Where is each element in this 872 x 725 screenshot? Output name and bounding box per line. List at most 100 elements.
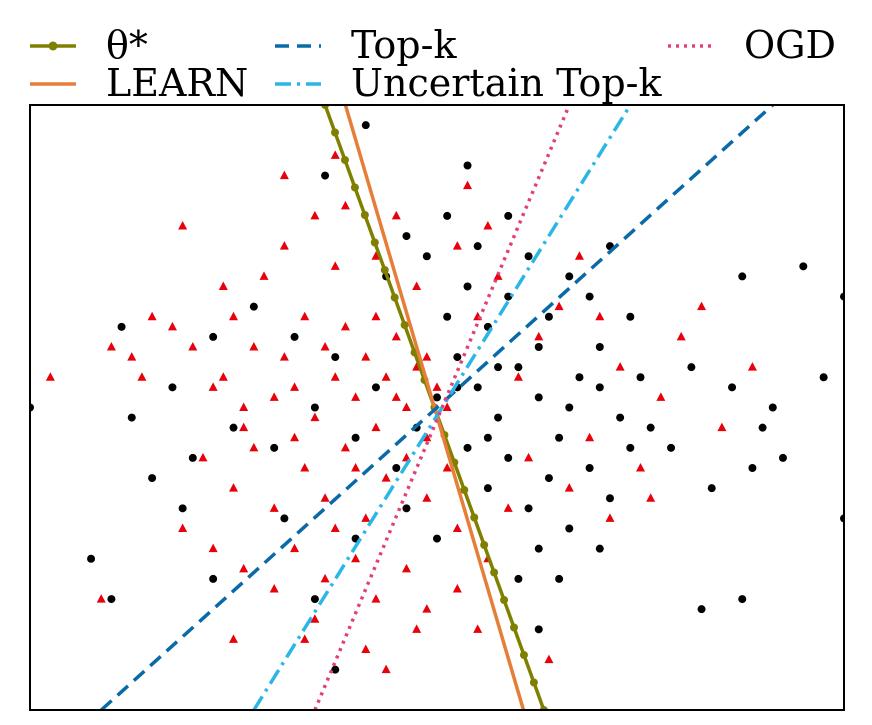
scatter-point-circle <box>504 453 513 462</box>
scatter-point-triangle <box>300 463 310 472</box>
scatter-point-circle <box>687 363 696 372</box>
scatter-point-circle <box>483 433 492 442</box>
scatter-point-triangle <box>229 311 238 321</box>
line-marker <box>390 293 399 302</box>
scatter-point-triangle <box>503 503 513 512</box>
scatter-point-triangle <box>452 241 462 250</box>
scatter-point-triangle <box>239 563 249 573</box>
plot-area <box>30 105 844 710</box>
scatter-point-circle <box>494 363 503 372</box>
scatter-point-triangle <box>188 342 198 351</box>
scatter-point-triangle <box>371 594 381 603</box>
scatter-point-triangle <box>697 301 707 311</box>
line-marker <box>480 541 489 549</box>
legend-item: Top-k <box>275 23 457 67</box>
scatter-point-triangle <box>381 664 391 674</box>
scatter-point-circle <box>361 121 370 130</box>
legend-label: θ* <box>106 23 148 67</box>
scatter-point-circle <box>819 373 828 382</box>
scatter-point-triangle <box>137 372 147 381</box>
scatter-point-circle <box>778 453 787 462</box>
scatter-point-circle <box>768 403 777 412</box>
scatter-point-circle <box>534 393 543 402</box>
scatter-point-circle <box>310 403 319 412</box>
scatter-point-triangle <box>717 422 727 432</box>
scatter-point-triangle <box>554 301 564 311</box>
scatter-point-circle <box>463 161 472 170</box>
scatter-point-triangle <box>259 271 269 280</box>
scatter-point-triangle <box>300 311 310 321</box>
scatter-point-circle <box>168 383 177 392</box>
scatter-point-circle <box>473 383 482 392</box>
scatter-point-triangle <box>167 321 177 331</box>
legend-label: Top-k <box>351 23 457 67</box>
line-marker <box>360 211 369 219</box>
scatter-point-triangle <box>422 432 432 442</box>
scatter-point-triangle <box>45 372 55 381</box>
scatter-point-triangle <box>371 422 381 432</box>
scatter-point-triangle <box>269 584 279 593</box>
scatter-point-circle <box>758 423 767 432</box>
scatter-point-triangle <box>279 241 289 250</box>
scatter-point-triangle <box>595 311 605 321</box>
scatter-point-circle <box>707 484 716 493</box>
scatter-point-circle <box>270 443 279 452</box>
legend-label: LEARN <box>106 61 248 105</box>
scatter-point-triangle <box>198 452 208 462</box>
scatter-point-circle <box>738 595 747 604</box>
scatter-point-triangle <box>422 604 432 613</box>
scatter-point-triangle <box>452 584 462 593</box>
scatter-point-triangle <box>381 372 391 381</box>
scatter-point-triangle <box>330 372 340 381</box>
scatter-point-circle <box>331 353 340 362</box>
scatter-point-triangle <box>320 342 330 351</box>
legend-item: Uncertain Top-k <box>275 61 663 105</box>
scatter-point-triangle <box>178 523 188 532</box>
line-marker <box>460 486 469 494</box>
scatter-point-circle <box>249 302 258 311</box>
scatter-point-triangle <box>564 483 574 492</box>
scatter-point-triangle <box>147 311 157 321</box>
scatter-point-triangle <box>636 463 645 472</box>
scatter-point-triangle <box>340 321 350 331</box>
scatter-point-circle <box>371 383 380 392</box>
line-marker <box>331 128 340 137</box>
scatter-point-triangle <box>249 342 259 351</box>
line-marker <box>470 513 479 522</box>
scatter-point-triangle <box>483 221 493 230</box>
scatter-point-circle <box>544 312 553 321</box>
scatter-point-circle <box>473 242 482 251</box>
scatter-point-triangle <box>524 452 534 462</box>
scatter-point-triangle <box>269 503 279 512</box>
scatter-point-triangle <box>178 221 188 230</box>
scatter-point-circle <box>87 554 96 563</box>
scatter-point-triangle <box>646 493 656 502</box>
line-marker <box>519 651 528 659</box>
scatter-point-triangle <box>371 311 381 321</box>
scatter-point-triangle <box>391 392 401 401</box>
scatter-point-circle <box>351 433 360 442</box>
scatter-point-triangle <box>351 392 361 401</box>
scatter-point-triangle <box>290 543 300 553</box>
scatter-point-circle <box>605 494 614 503</box>
line-marker <box>400 321 409 329</box>
scatter-point-triangle <box>452 523 462 532</box>
scatter-point-circle <box>626 443 635 452</box>
scatter-point-triangle <box>351 553 361 563</box>
line-marker <box>370 238 379 247</box>
scatter-point-circle <box>402 504 411 513</box>
scatter-point-circle <box>494 413 503 422</box>
scatter-point-circle <box>280 514 289 523</box>
legend-label: Uncertain Top-k <box>351 61 663 105</box>
scatter-point-triangle <box>391 331 401 341</box>
scatter-point-triangle <box>239 422 249 432</box>
scatter-point-circle <box>595 343 604 351</box>
scatter-point-triangle <box>229 634 238 643</box>
scatter-point-circle <box>514 574 523 583</box>
scatter-point-triangle <box>493 271 503 280</box>
scatter-point-circle <box>422 252 431 261</box>
scatter-point-triangle <box>310 412 320 422</box>
scatter-point-circle <box>310 595 319 604</box>
scatter-point-triangle <box>279 170 289 180</box>
legend-item: LEARN <box>30 61 248 105</box>
